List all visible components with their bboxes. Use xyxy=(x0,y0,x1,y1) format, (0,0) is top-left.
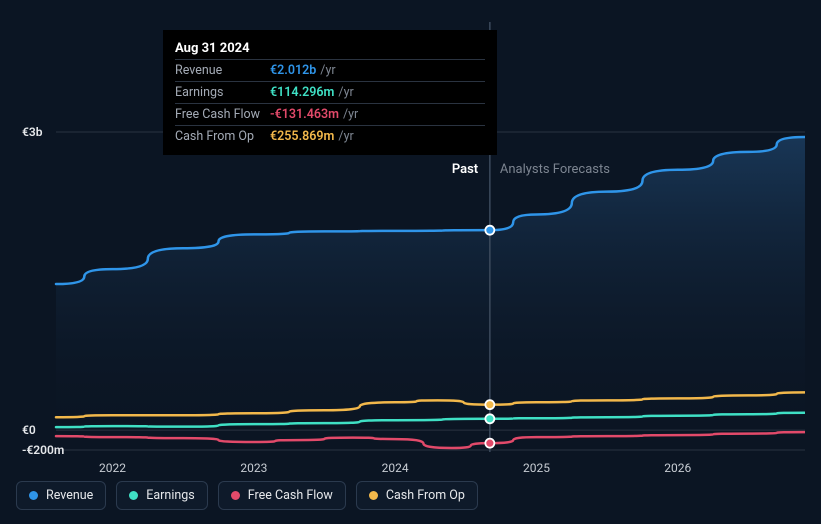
legend-label: Earnings xyxy=(146,488,194,503)
tooltip-value: €114.296m xyxy=(270,85,334,100)
tooltip-label: Earnings xyxy=(175,85,270,100)
tooltip-row-revenue: Revenue€2.012b/yr xyxy=(175,59,485,81)
chart-area: Past Analysts Forecasts €3b€0-€200m 2022… xyxy=(16,12,805,452)
past-label: Past xyxy=(452,162,478,177)
legend-revenue[interactable]: Revenue xyxy=(16,481,106,510)
tooltip-unit: /yr xyxy=(338,129,353,144)
legend-label: Free Cash Flow xyxy=(248,488,333,503)
tooltip-row-cash-from-op: Cash From Op€255.869m/yr xyxy=(175,125,485,147)
legend-dot-icon xyxy=(369,491,378,500)
legend-label: Cash From Op xyxy=(386,488,465,503)
x-tick-label: 2024 xyxy=(382,461,409,475)
legend-label: Revenue xyxy=(46,488,93,503)
x-tick-label: 2025 xyxy=(523,461,550,475)
x-tick-label: 2023 xyxy=(240,461,267,475)
tooltip-label: Free Cash Flow xyxy=(175,107,270,122)
tooltip-unit: /yr xyxy=(343,107,358,122)
legend-dot-icon xyxy=(129,491,138,500)
chart-legend: Revenue Earnings Free Cash Flow Cash From O… xyxy=(16,481,478,510)
earnings-cursor-marker xyxy=(485,414,494,423)
tooltip-label: Cash From Op xyxy=(175,129,270,144)
tooltip-value: €2.012b xyxy=(270,63,316,78)
y-tick-label: €3b xyxy=(22,125,42,139)
legend-free_cash_flow[interactable]: Free Cash Flow xyxy=(218,481,346,510)
revenue-cursor-marker xyxy=(485,226,494,235)
chart-tooltip: Aug 31 2024 Revenue€2.012b/yrEarnings€11… xyxy=(163,30,497,155)
y-tick-label: -€200m xyxy=(22,443,64,457)
x-tick-label: 2022 xyxy=(99,461,126,475)
y-tick-label: €0 xyxy=(22,423,36,437)
forecast-label: Analysts Forecasts xyxy=(500,162,610,177)
legend-dot-icon xyxy=(231,491,240,500)
tooltip-row-free-cash-flow: Free Cash Flow-€131.463m/yr xyxy=(175,103,485,125)
tooltip-unit: /yr xyxy=(320,63,335,78)
tooltip-date: Aug 31 2024 xyxy=(175,38,485,59)
legend-cash_from_op[interactable]: Cash From Op xyxy=(356,481,478,510)
legend-earnings[interactable]: Earnings xyxy=(116,481,207,510)
tooltip-value: €255.869m xyxy=(270,129,334,144)
tooltip-label: Revenue xyxy=(175,63,270,78)
free_cash_flow-line xyxy=(56,432,805,448)
free_cash_flow-cursor-marker xyxy=(485,439,494,448)
tooltip-value: -€131.463m xyxy=(270,107,339,122)
x-tick-label: 2026 xyxy=(664,461,691,475)
tooltip-row-earnings: Earnings€114.296m/yr xyxy=(175,81,485,103)
legend-dot-icon xyxy=(29,491,38,500)
cash_from_op-cursor-marker xyxy=(485,400,494,409)
tooltip-unit: /yr xyxy=(338,85,353,100)
